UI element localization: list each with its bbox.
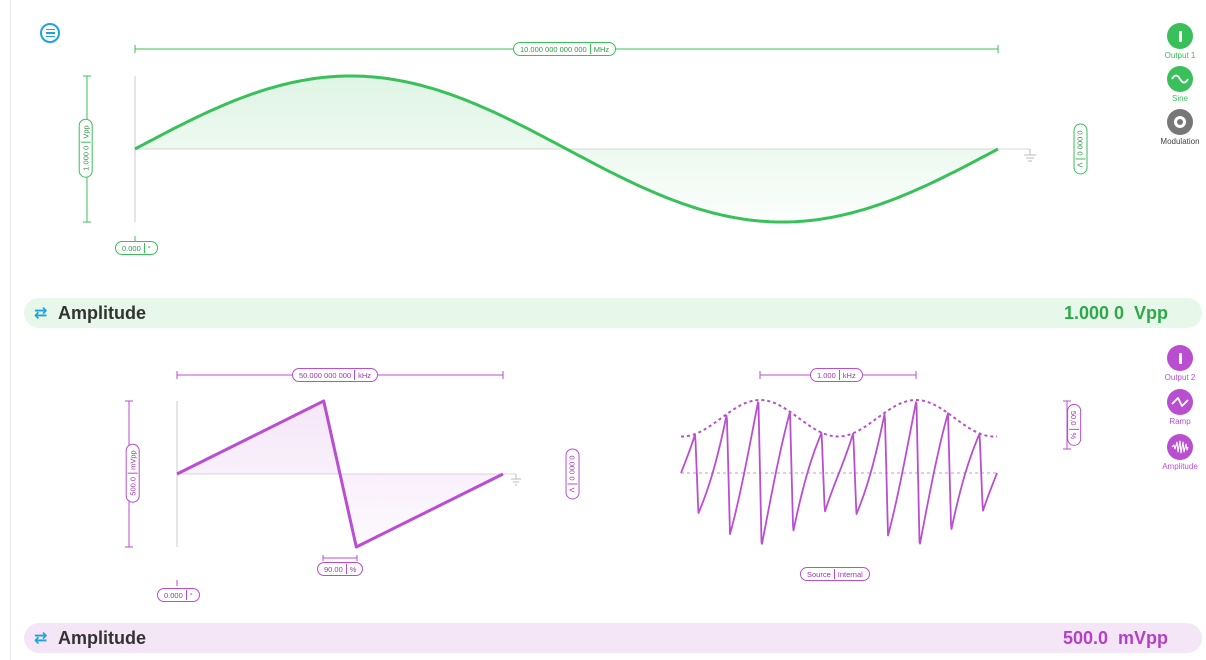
swap-arrows-icon[interactable]: ⇄ bbox=[34, 305, 48, 322]
mod-depth-value: 50.0 bbox=[1069, 410, 1079, 426]
waveform-sine-button[interactable]: Sine bbox=[1150, 66, 1206, 103]
amplitude-axis-value-1: 1.000 0 bbox=[81, 145, 91, 171]
amplitude-axis-unit-2: mVpp bbox=[128, 450, 138, 470]
mod-depth-field[interactable]: 50.0 % bbox=[1067, 403, 1082, 447]
amplitude-value-2[interactable]: 500.0 mVpp bbox=[1062, 627, 1168, 648]
offset-value-2: 0.000 0 bbox=[568, 455, 578, 481]
mod-frequency-value: 1.000 bbox=[817, 370, 836, 380]
modulation-label: Modulation bbox=[1160, 137, 1200, 146]
mod-source-field[interactable]: Source Internal bbox=[800, 567, 870, 581]
amplitude-label-1: Amplitude bbox=[58, 302, 146, 323]
power-icon bbox=[1167, 23, 1193, 49]
am-envelope bbox=[681, 399, 998, 438]
phase-field-1[interactable]: 0.000 ° bbox=[115, 241, 158, 255]
frequency-value-1: 10.000 000 000 000 bbox=[520, 44, 587, 54]
ground-icon-2 bbox=[511, 474, 521, 486]
amplitude-modulation-button[interactable]: Amplitude bbox=[1150, 434, 1206, 471]
output1-label: Output 1 bbox=[1164, 51, 1196, 60]
mod-source-label: Source bbox=[807, 569, 831, 579]
ground-icon-1 bbox=[1024, 149, 1036, 162]
amplitude-label-2: Amplitude bbox=[58, 627, 146, 648]
modulation-type-label: Amplitude bbox=[1162, 462, 1198, 471]
frequency-field-2[interactable]: 50.000 000 000 kHz bbox=[292, 368, 379, 382]
sine-wave-icon bbox=[1167, 66, 1193, 92]
phase-unit-1: ° bbox=[147, 243, 151, 253]
output1-button[interactable]: Output 1 bbox=[1150, 23, 1206, 60]
phase-value-2: 0.000 bbox=[164, 590, 183, 600]
sine-waveform bbox=[134, 74, 999, 224]
left-border bbox=[10, 0, 11, 660]
amplitude-axis-field-1[interactable]: 1.000 0 Vpp bbox=[78, 118, 93, 178]
amplitude-value-1[interactable]: 1.000 0 Vpp bbox=[1063, 302, 1168, 323]
mod-depth-bracket bbox=[1063, 400, 1071, 450]
waveform-label-2: Ramp bbox=[1169, 417, 1191, 426]
symmetry-field[interactable]: 90.00 % bbox=[317, 562, 364, 576]
offset-unit-1: V bbox=[1076, 162, 1086, 168]
ramp-waveform bbox=[176, 399, 504, 549]
mod-source-value: Internal bbox=[837, 569, 863, 579]
menu-icon[interactable] bbox=[40, 23, 60, 43]
frequency-unit-2: kHz bbox=[358, 370, 372, 380]
frequency-value-2: 50.000 000 000 bbox=[299, 370, 352, 380]
modulation-button[interactable]: Modulation bbox=[1150, 109, 1206, 146]
frequency-unit-1: MHz bbox=[593, 44, 610, 54]
phase-field-2[interactable]: 0.000 ° bbox=[157, 588, 200, 602]
mod-depth-unit: % bbox=[1069, 432, 1079, 440]
amplitude-bar-1[interactable]: ⇄ Amplitude 1.000 0 Vpp bbox=[24, 298, 1202, 328]
symmetry-bracket bbox=[322, 555, 358, 561]
phase-value-1: 0.000 bbox=[122, 243, 141, 253]
symmetry-value: 90.00 bbox=[324, 564, 343, 574]
output2-button[interactable]: Output 2 bbox=[1150, 345, 1206, 382]
waveform-ramp-button[interactable]: Ramp bbox=[1150, 389, 1206, 426]
mod-frequency-unit: kHz bbox=[842, 370, 856, 380]
phase-unit-2: ° bbox=[189, 590, 193, 600]
ring-icon bbox=[1167, 109, 1193, 135]
output2-label: Output 2 bbox=[1164, 373, 1196, 382]
ramp-wave-icon bbox=[1167, 389, 1193, 415]
symmetry-unit: % bbox=[349, 564, 357, 574]
amplitude-bar-2[interactable]: ⇄ Amplitude 500.0 mVpp bbox=[24, 623, 1202, 653]
offset-field-2[interactable]: 0.000 0 V bbox=[565, 448, 580, 500]
waveform-label-1: Sine bbox=[1171, 94, 1188, 103]
offset-value-1: 0.000 0 bbox=[1076, 130, 1086, 156]
frequency-field-1[interactable]: 10.000 000 000 000 MHz bbox=[513, 42, 617, 56]
mod-frequency-field[interactable]: 1.000 kHz bbox=[810, 368, 863, 382]
amplitude-axis-value-2: 500.0 bbox=[128, 476, 138, 496]
offset-unit-2: V bbox=[568, 487, 578, 493]
power-icon bbox=[1167, 345, 1193, 371]
swap-arrows-icon[interactable]: ⇄ bbox=[34, 630, 48, 647]
offset-field-1[interactable]: 0.000 0 V bbox=[1073, 123, 1088, 175]
am-wave-icon bbox=[1167, 434, 1193, 460]
am-waveform bbox=[680, 401, 998, 545]
amplitude-axis-unit-1: Vpp bbox=[81, 125, 91, 139]
amplitude-axis-field-2[interactable]: 500.0 mVpp bbox=[125, 443, 140, 503]
